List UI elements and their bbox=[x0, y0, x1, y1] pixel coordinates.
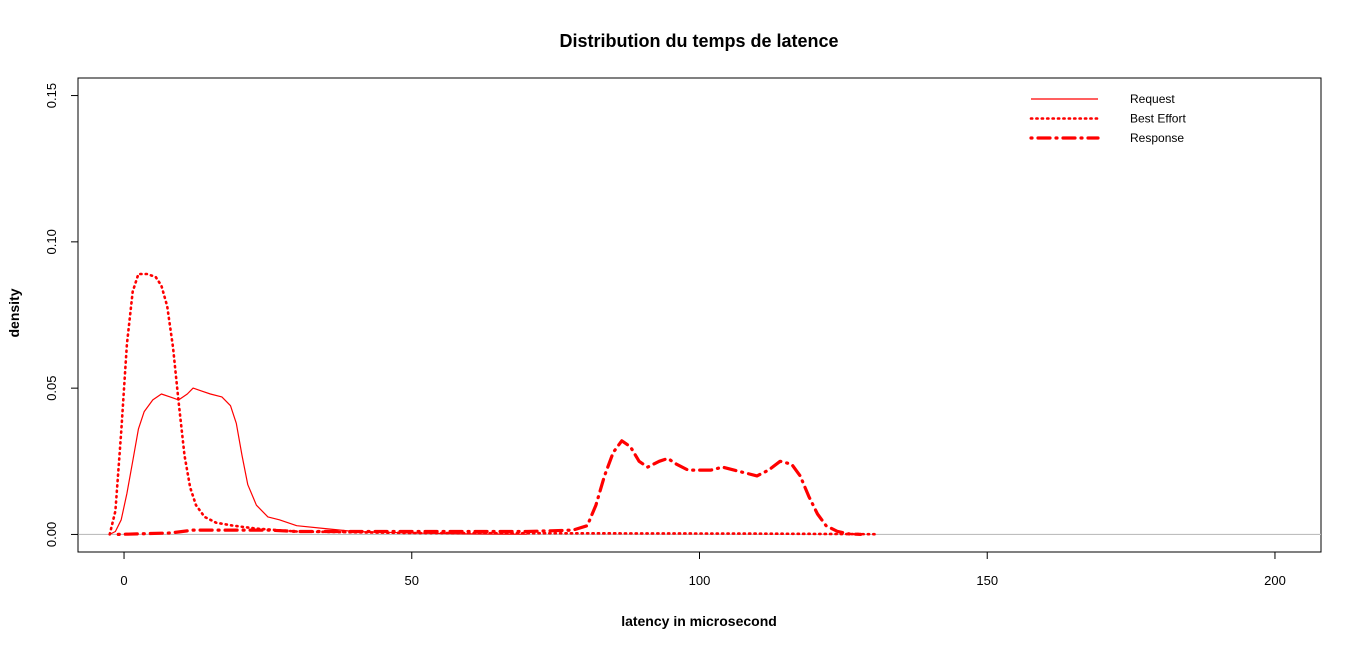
x-tick-label: 150 bbox=[976, 573, 998, 588]
plot-area bbox=[78, 272, 1321, 536]
x-tick-label: 50 bbox=[405, 573, 419, 588]
legend: Request Best Effort Response bbox=[1029, 92, 1186, 145]
legend-label: Request bbox=[1130, 92, 1175, 106]
y-tick-label: 0.05 bbox=[44, 375, 59, 400]
x-tick-label: 0 bbox=[120, 573, 127, 588]
x-axis: 0 50 100 150 200 bbox=[120, 551, 1286, 588]
y-tick-label: 0.10 bbox=[44, 229, 59, 254]
chart-title: Distribution du temps de latence bbox=[559, 31, 838, 51]
legend-label: Response bbox=[1130, 131, 1184, 145]
series-line-request bbox=[109, 387, 527, 535]
y-axis-label: density bbox=[6, 288, 22, 337]
y-tick-label: 0.15 bbox=[44, 83, 59, 108]
x-tick-label: 200 bbox=[1264, 573, 1286, 588]
y-tick-label: 0.00 bbox=[44, 522, 59, 547]
y-axis: 0.00 0.05 0.10 0.15 bbox=[44, 83, 79, 547]
x-axis-label: latency in microsecond bbox=[621, 613, 777, 629]
x-tick-label: 100 bbox=[689, 573, 711, 588]
plot-frame bbox=[77, 77, 1322, 553]
series-line-best-effort bbox=[108, 272, 880, 536]
series-line-response bbox=[116, 439, 863, 536]
legend-label: Best Effort bbox=[1130, 112, 1186, 126]
